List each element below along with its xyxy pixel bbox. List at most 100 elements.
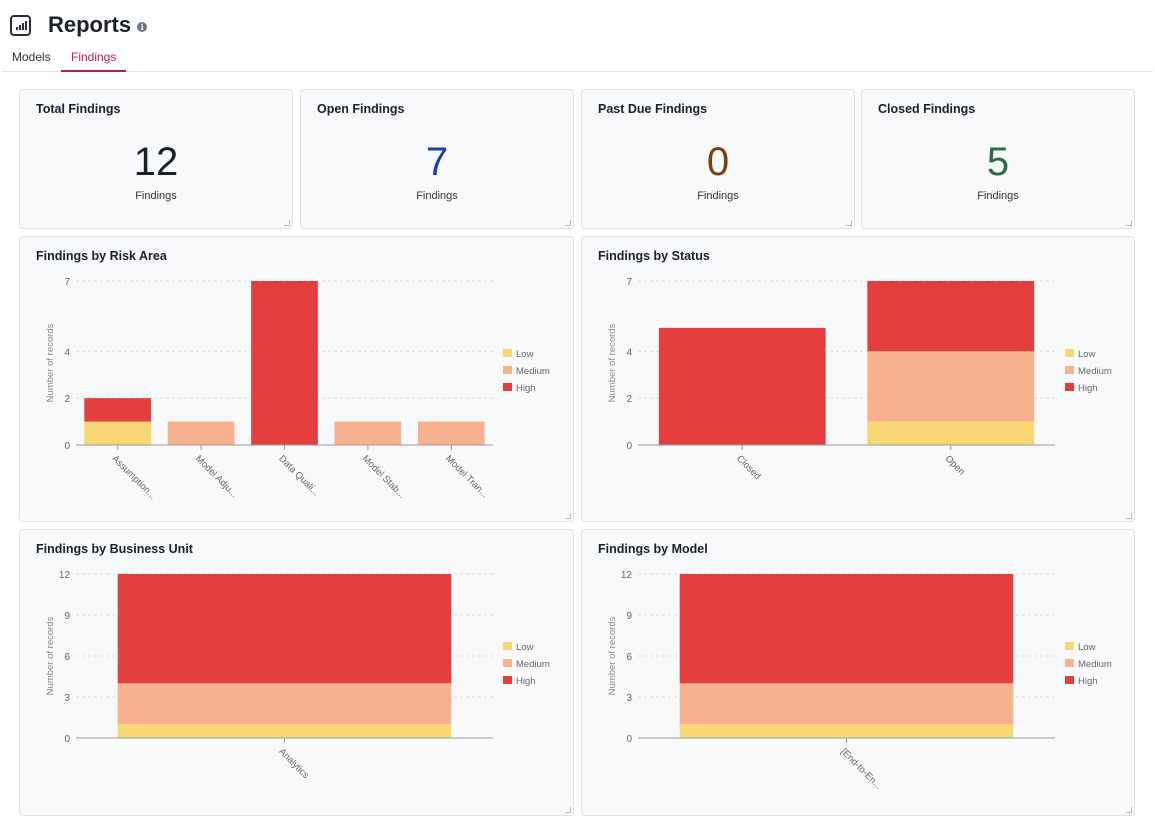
- resize-handle[interactable]: [565, 220, 571, 226]
- kpi-value: 0: [706, 140, 730, 184]
- y-tick-label: 0: [64, 734, 70, 745]
- y-axis-title: Number of records: [45, 616, 56, 695]
- kpi-title: Closed Findings: [878, 102, 976, 116]
- legend-swatch-low: [1065, 349, 1074, 357]
- bar-segment-high: [867, 281, 1035, 352]
- bar-segment-high: [251, 281, 318, 445]
- page-title: Reports: [48, 12, 132, 37]
- legend-label: Low: [1078, 642, 1096, 653]
- bar-segment-medium: [117, 683, 452, 725]
- kpi-value: 12: [133, 140, 179, 184]
- chart-svg: 0 3 6 9 12 Number of records Analytics Low Mediu…: [45, 570, 550, 781]
- tab-bar: Models Findings: [2, 44, 1153, 72]
- legend-label: Medium: [1078, 659, 1112, 670]
- y-tick-label: 3: [64, 693, 70, 704]
- bar-segment-high: [679, 574, 1014, 684]
- kpi-label: Findings: [697, 190, 739, 202]
- info-icon[interactable]: i: [137, 21, 148, 32]
- y-tick-label: 3: [626, 693, 632, 704]
- resize-handle[interactable]: [565, 513, 571, 519]
- bar-segment-high: [658, 327, 826, 445]
- x-tick-label: Closed: [734, 453, 763, 482]
- chart-svg: 0 3 6 9 12 Number of records [End-to-En... Low M…: [607, 570, 1112, 792]
- chart-business-unit: 0 3 6 9 12 Number of records Analytics Low Mediu…: [19, 529, 574, 816]
- kpi-closed-findings: Closed Findings 5 Findings: [861, 89, 1135, 229]
- kpi-value: 7: [425, 140, 449, 184]
- kpi-label: Findings: [416, 190, 458, 202]
- kpi-value: 5: [986, 140, 1010, 184]
- resize-handle[interactable]: [284, 220, 290, 226]
- x-tick-label: Model Tran...: [443, 453, 490, 500]
- legend-label: High: [516, 676, 536, 687]
- legend-swatch-high: [503, 383, 512, 391]
- legend-swatch-high: [503, 676, 512, 684]
- kpi-label: Findings: [977, 190, 1019, 202]
- legend-swatch-medium: [503, 366, 512, 374]
- y-tick-label: 0: [626, 734, 632, 745]
- resize-handle[interactable]: [565, 807, 571, 813]
- legend-label: Medium: [516, 659, 550, 670]
- legend-label: High: [1078, 383, 1098, 394]
- bar-segment-medium: [167, 421, 235, 445]
- legend-swatch-high: [1065, 676, 1074, 684]
- bar-segment-medium: [334, 421, 402, 445]
- chart-risk-area: 0 2 4 7 Number of records Assumption... Model …: [19, 236, 574, 522]
- y-tick-label: 0: [64, 441, 70, 452]
- x-tick-label: Assumption...: [110, 453, 158, 501]
- bar-segment-low: [679, 724, 1014, 738]
- bar-segment-low: [84, 421, 152, 445]
- kpi-past-due-findings: Past Due Findings 0 Findings: [581, 89, 855, 229]
- chart-model: 0 3 6 9 12 Number of records [End-to-En... Low M…: [581, 529, 1135, 816]
- x-tick-label: Analytics: [276, 746, 311, 781]
- y-tick-label: 7: [626, 277, 632, 288]
- resize-handle[interactable]: [1126, 807, 1132, 813]
- kpi-total-findings: Total Findings 12 Findings: [19, 89, 293, 229]
- chart-svg: 0 2 4 7 Number of records Assumption... Model …: [45, 277, 550, 502]
- y-tick-label: 6: [626, 652, 632, 663]
- x-tick-label: Model Stab...: [360, 453, 407, 500]
- legend-swatch-low: [503, 642, 512, 650]
- legend-swatch-medium: [1065, 659, 1074, 667]
- y-tick-label: 2: [626, 394, 632, 405]
- chart-title: Findings by Business Unit: [36, 542, 193, 556]
- kpi-label: Findings: [135, 190, 177, 202]
- chart-status: 0 2 4 7 Number of records Closed Open Low Medium…: [581, 236, 1135, 522]
- legend-swatch-medium: [1065, 366, 1074, 374]
- kpi-title: Past Due Findings: [598, 102, 708, 116]
- y-axis-title: Number of records: [607, 616, 618, 695]
- kpi-title: Open Findings: [317, 102, 405, 116]
- bar-chart-icon: [10, 14, 31, 36]
- tab-findings[interactable]: Findings: [61, 50, 127, 72]
- y-tick-label: 12: [59, 570, 71, 581]
- y-axis-title: Number of records: [607, 323, 618, 402]
- legend-label: High: [1078, 676, 1098, 687]
- chart-title: Findings by Model: [598, 542, 708, 556]
- legend-label: Low: [1078, 349, 1096, 360]
- tab-models[interactable]: Models: [12, 50, 51, 64]
- bar-segment-high: [84, 398, 152, 422]
- legend-label: Low: [516, 349, 534, 360]
- y-tick-label: 9: [626, 611, 632, 622]
- y-tick-label: 0: [626, 441, 632, 452]
- y-tick-label: 4: [626, 347, 632, 358]
- y-tick-label: 2: [64, 394, 70, 405]
- legend-label: Medium: [516, 366, 550, 377]
- legend-label: High: [516, 383, 536, 394]
- bar-segment-medium: [679, 683, 1014, 725]
- x-tick-label: Model Adju...: [193, 453, 240, 500]
- resize-handle[interactable]: [846, 220, 852, 226]
- chart-svg: 0 2 4 7 Number of records Closed Open Low Medium…: [607, 277, 1112, 482]
- resize-handle[interactable]: [1126, 513, 1132, 519]
- bar-segment-high: [117, 574, 452, 684]
- legend-label: Medium: [1078, 366, 1112, 377]
- bar-segment-medium: [867, 351, 1035, 422]
- resize-handle[interactable]: [1126, 220, 1132, 226]
- y-axis-title: Number of records: [45, 323, 56, 402]
- kpi-open-findings: Open Findings 7 Findings: [300, 89, 574, 229]
- x-tick-label: [End-to-En...: [838, 746, 883, 791]
- chart-title: Findings by Risk Area: [36, 249, 167, 263]
- y-tick-label: 9: [64, 611, 70, 622]
- chart-title: Findings by Status: [598, 249, 710, 263]
- y-tick-label: 7: [64, 277, 70, 288]
- legend-swatch-low: [503, 349, 512, 357]
